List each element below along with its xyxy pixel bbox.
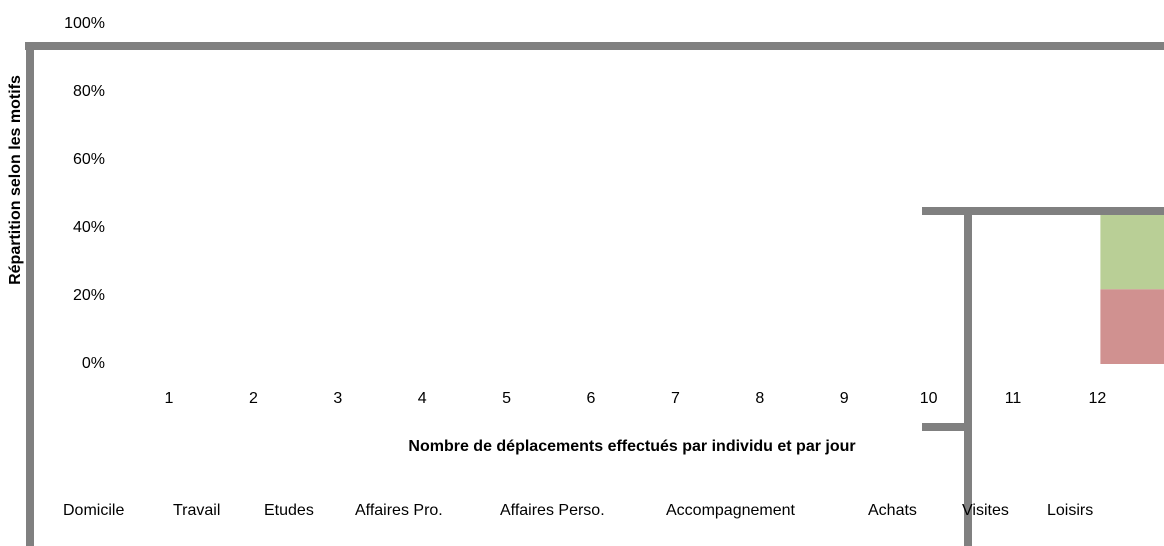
- y-tick-label: 40%: [73, 219, 105, 236]
- legend-label: Loisirs: [1047, 502, 1093, 519]
- legend-label: Visites: [962, 502, 1009, 519]
- x-tick-label: 7: [671, 390, 680, 407]
- bar-segment: [1100, 289, 1164, 364]
- x-tick-label: 4: [418, 390, 427, 407]
- legend-label: Domicile: [63, 502, 124, 519]
- y-tick-label: 80%: [73, 83, 105, 100]
- x-tick-label: 11: [1005, 390, 1022, 407]
- legend-label: Affaires Pro.: [355, 502, 443, 519]
- bar-segment: [1100, 211, 1164, 290]
- legend-label: Affaires Perso.: [500, 502, 605, 519]
- x-tick-label: 1: [165, 390, 174, 407]
- legend-label: Accompagnement: [666, 502, 796, 519]
- x-tick-label: 3: [333, 390, 342, 407]
- x-tick-label: 9: [840, 390, 849, 407]
- x-tick-label: 2: [249, 390, 258, 407]
- y-tick-label: 100%: [64, 15, 105, 32]
- legend-label: Achats: [868, 502, 917, 519]
- labels: 0%20%40%60%80%100%1 2 3 4 5 6 7 8 9 10 11 12Domicil…: [63, 15, 1106, 519]
- x-tick-label: 6: [587, 390, 596, 407]
- y-tick-label: 20%: [73, 287, 105, 304]
- plot: [1100, 211, 1164, 364]
- x-tick-label: 10: [920, 390, 938, 407]
- legend-label: Etudes: [264, 502, 314, 519]
- y-tick-label: 60%: [73, 151, 105, 168]
- x-tick-label: 5: [502, 390, 511, 407]
- y-tick-label: 0%: [82, 355, 105, 372]
- x-axis-title: Nombre de déplacements effectués par ind…: [408, 438, 855, 455]
- legend-label: Travail: [173, 502, 220, 519]
- frame-lines: [25, 42, 1164, 546]
- x-tick-label: 12: [1089, 390, 1107, 407]
- x-tick-label: 8: [755, 390, 764, 407]
- y-axis-title: Répartition selon les motifs: [7, 75, 24, 285]
